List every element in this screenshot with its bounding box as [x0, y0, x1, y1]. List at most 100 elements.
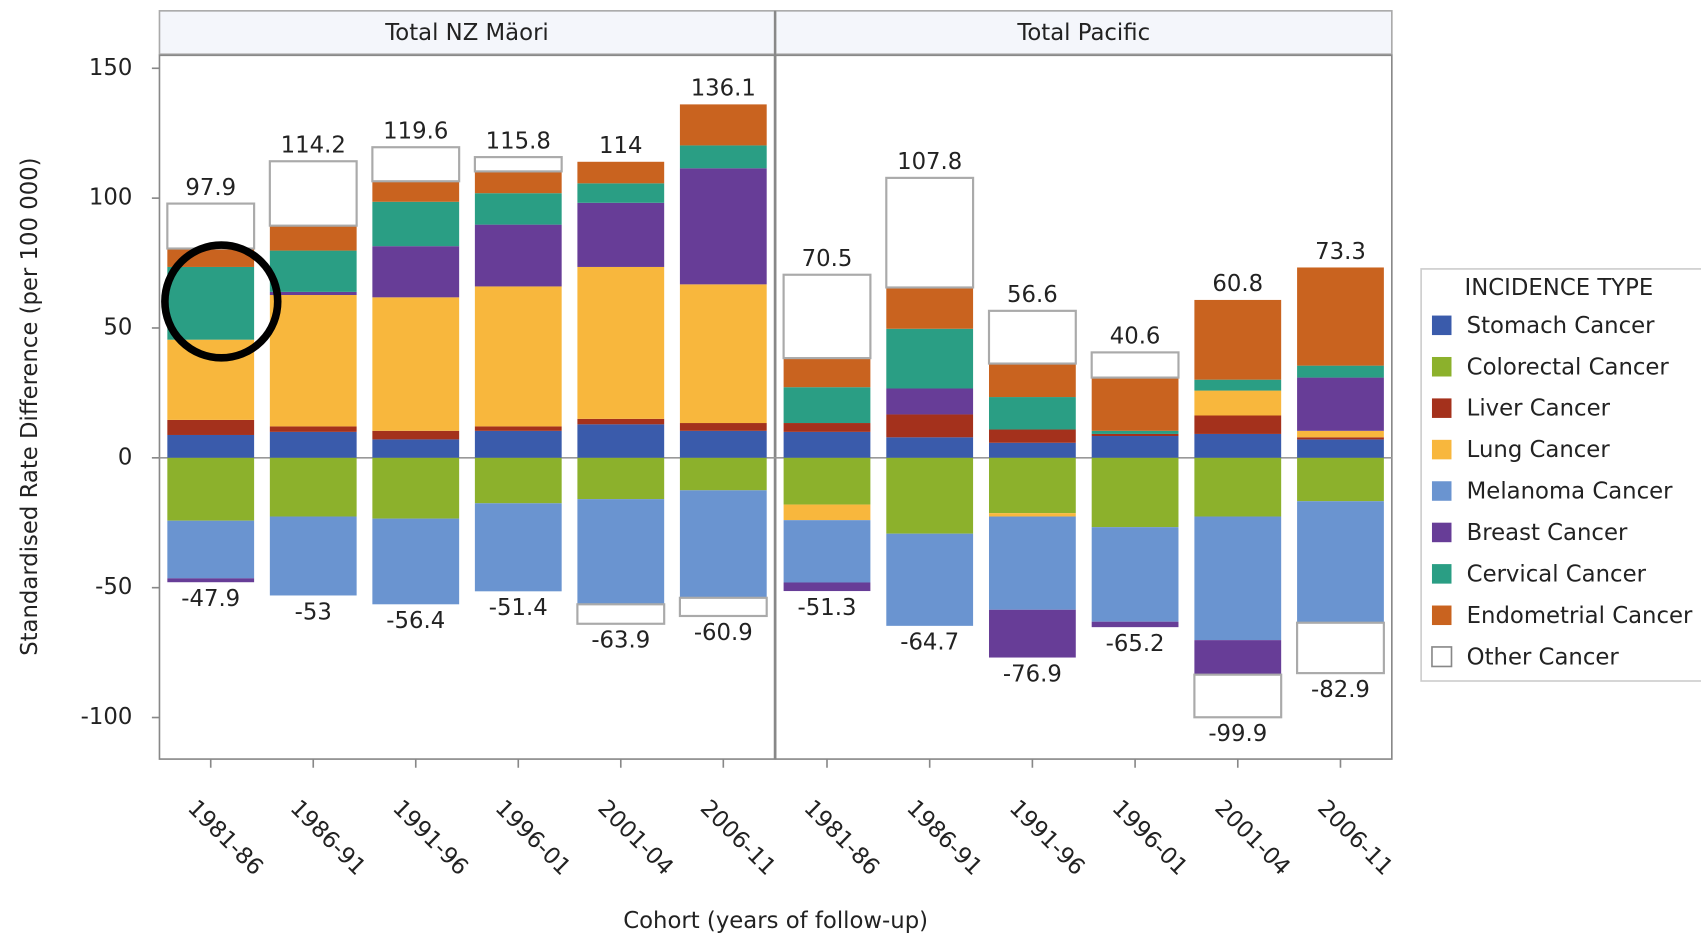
legend-swatch: [1431, 564, 1452, 584]
bar-segment: [783, 431, 871, 458]
total-label: -60.9: [694, 620, 753, 646]
bar-segment: [783, 520, 871, 583]
bar-segment: [268, 160, 358, 227]
legend-label: Endometrial Cancer: [1467, 603, 1693, 629]
bar-segment: [1091, 436, 1179, 458]
bar-segment: [167, 419, 255, 435]
total-label: -53: [295, 599, 332, 625]
y-tick-label: 50: [103, 314, 132, 340]
bar-segment: [474, 457, 562, 504]
bar-segment: [679, 430, 767, 458]
bar-segment: [269, 225, 357, 251]
legend-swatch: [1431, 605, 1452, 626]
legend-box: [1420, 268, 1701, 682]
bar-segment: [1194, 516, 1282, 641]
total-label: 56.6: [1007, 282, 1058, 308]
total-label: 73.3: [1315, 239, 1366, 265]
bar-segment: [988, 397, 1076, 430]
bar-segment: [988, 442, 1076, 458]
bar-segment: [1090, 351, 1180, 379]
bar-segment: [167, 520, 255, 579]
x-tick-label: 1981-86: [799, 795, 885, 881]
legend-swatch: [1431, 646, 1453, 668]
bar-segment: [1297, 437, 1384, 440]
bar-segment: [167, 578, 255, 583]
total-label: 40.6: [1110, 324, 1161, 350]
bar-segment: [269, 516, 357, 596]
bar-segment: [885, 176, 975, 289]
x-tick-label: 2006-11: [695, 795, 781, 881]
highlight-circle: [161, 241, 282, 362]
y-tick-label: 150: [89, 55, 132, 81]
bar-segment: [167, 266, 255, 340]
bar-segment: [679, 168, 767, 285]
total-label: 97.9: [185, 175, 236, 201]
bar-segment: [372, 430, 460, 440]
bar-segment: [371, 146, 461, 183]
panel-title: Total Pacific: [1016, 20, 1150, 46]
bar-segment: [886, 388, 974, 415]
bar-segment: [783, 423, 871, 432]
x-tick-label: 1981-86: [182, 795, 268, 881]
legend-swatch: [1431, 398, 1452, 418]
bar-segment: [474, 193, 562, 225]
x-tick-label: 1986-91: [285, 795, 371, 881]
x-axis-title: Cohort (years of follow-up): [623, 908, 928, 934]
bar-segment: [988, 516, 1076, 610]
bar-segment: [678, 596, 768, 618]
bar-segment: [886, 414, 974, 438]
legend-label: Melanoma Cancer: [1467, 479, 1673, 505]
total-label: -51.3: [798, 595, 857, 621]
bar-segment: [372, 457, 460, 519]
bar-segment: [577, 161, 665, 184]
bar-segment: [577, 424, 665, 458]
bar-segment: [1194, 457, 1282, 517]
total-label: -76.9: [1003, 661, 1062, 687]
legend-label: Cervical Cancer: [1467, 561, 1647, 587]
bar-segment: [577, 499, 665, 605]
legend-swatch: [1431, 439, 1452, 460]
total-label: -82.9: [1311, 677, 1370, 703]
bar-segment: [783, 582, 871, 592]
bar-segment: [372, 201, 460, 247]
legend-swatch: [1431, 522, 1452, 543]
legend-swatch: [1431, 481, 1452, 501]
bar-segment: [269, 295, 357, 427]
total-label: -64.7: [900, 630, 959, 656]
bar-segment: [372, 181, 460, 202]
y-axis-title: Standardised Rate Difference (per 100 00…: [17, 157, 43, 655]
bar-segment: [372, 439, 460, 458]
legend-swatch: [1431, 356, 1452, 377]
bar-segment: [783, 457, 871, 505]
bar-segment: [886, 437, 974, 458]
bar-segment: [166, 202, 256, 250]
bar-segment: [1194, 433, 1282, 458]
bar-segment: [679, 490, 767, 598]
bar-segment: [886, 457, 974, 534]
bar-segment: [1297, 501, 1384, 623]
bar-segment: [1297, 365, 1384, 378]
bar-segment: [1194, 299, 1282, 380]
legend-label: Colorectal Cancer: [1467, 354, 1670, 380]
y-tick-label: 0: [118, 444, 132, 470]
bar-segment: [783, 504, 871, 521]
bar-segment: [167, 434, 255, 458]
legend-label: Other Cancer: [1467, 644, 1620, 670]
panel-title: Total NZ Mäori: [384, 20, 549, 46]
bar-segment: [1091, 621, 1179, 628]
total-label: -51.4: [489, 595, 548, 621]
total-label: -63.9: [591, 628, 650, 654]
bar-segment: [988, 609, 1076, 658]
bar-segment: [782, 273, 872, 360]
bar-segment: [474, 503, 562, 592]
x-tick-label: 1986-91: [901, 795, 987, 881]
panel-header: [158, 10, 776, 56]
x-tick-label: 2001-04: [1209, 795, 1295, 881]
x-tick-label: 1996-01: [490, 795, 576, 881]
x-tick-label: 1991-96: [387, 795, 473, 881]
bar-segment: [1091, 457, 1179, 528]
bar-segment: [1091, 377, 1179, 431]
bar-segment: [988, 429, 1076, 443]
x-tick-label: 1991-96: [1004, 795, 1090, 881]
